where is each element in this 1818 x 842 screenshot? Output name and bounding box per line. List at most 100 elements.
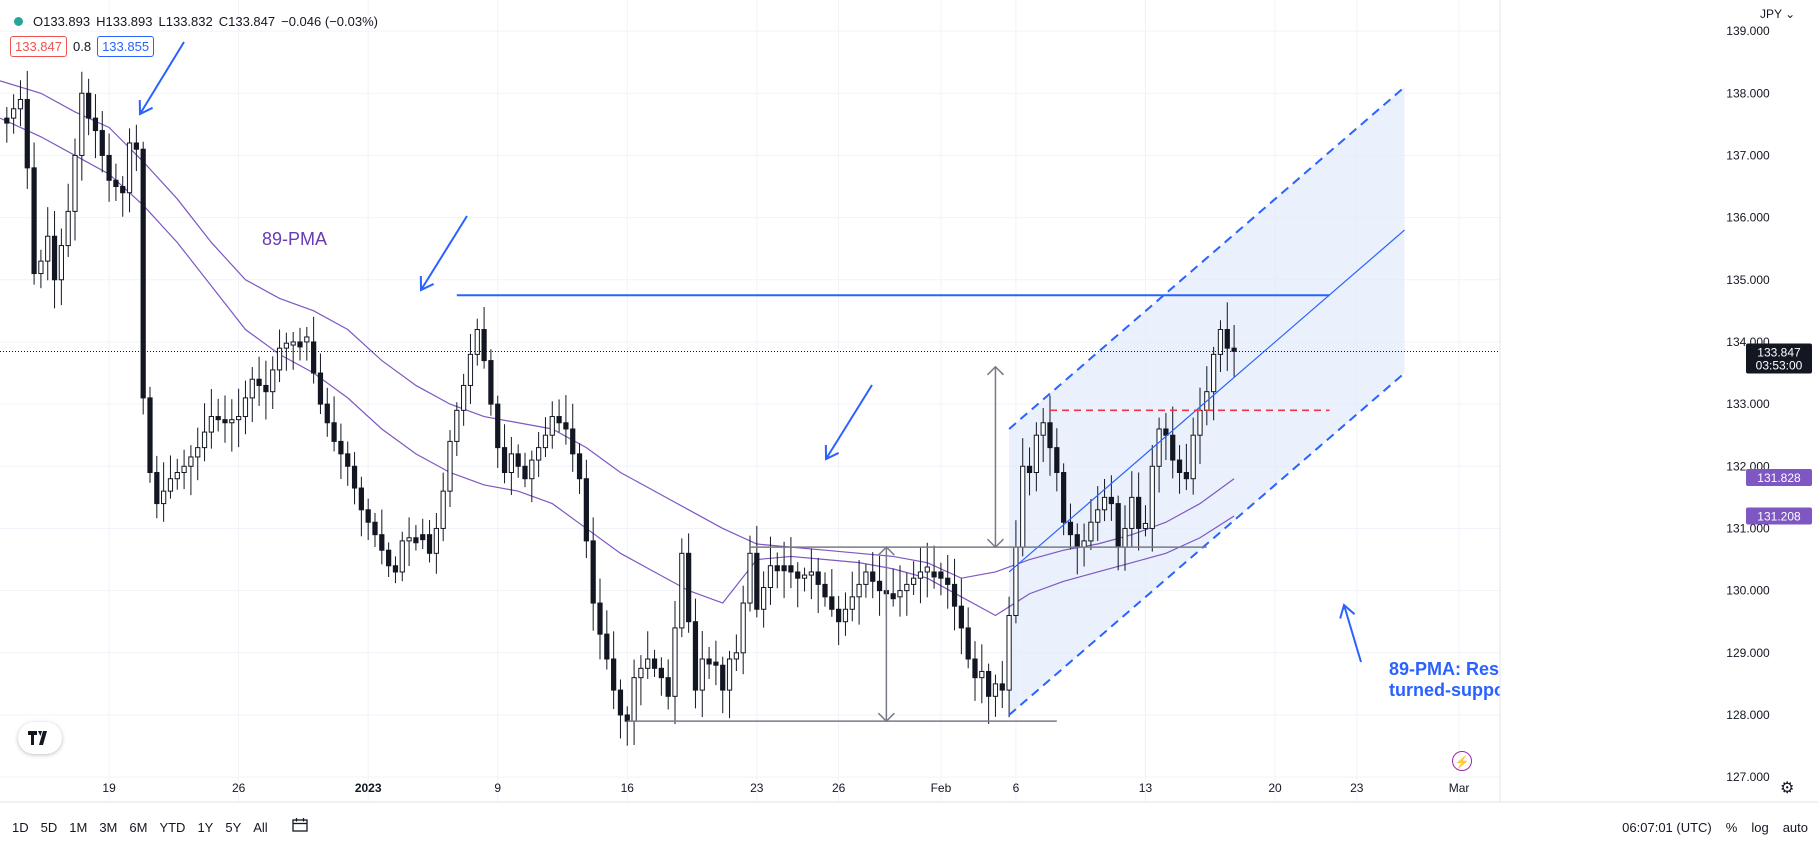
candle: [686, 533, 692, 633]
candle-body: [1115, 503, 1121, 548]
candle-body: [420, 534, 426, 541]
tradingview-logo-icon[interactable]: [18, 722, 62, 754]
candle-body: [986, 670, 992, 697]
spread-value: 0.8: [73, 39, 92, 54]
candle-body: [1033, 434, 1039, 473]
candle-body: [126, 142, 133, 194]
candle-body: [413, 537, 419, 544]
gear-icon[interactable]: ⚙: [1780, 780, 1795, 797]
candle-body: [1156, 428, 1162, 467]
lightning-icon[interactable]: ⚡: [1452, 751, 1472, 771]
candle-body: [699, 658, 705, 691]
candle: [536, 431, 542, 477]
annotation-arrow: [824, 384, 873, 461]
candle: [1040, 408, 1046, 463]
range-all-button[interactable]: All: [253, 819, 268, 835]
candle-body: [536, 447, 542, 461]
candle-body: [1231, 347, 1237, 352]
bottom-right-status: 06:07:01 (UTC) % log auto: [1622, 812, 1808, 842]
candle: [576, 443, 583, 494]
calendar-range-icon[interactable]: [292, 818, 308, 836]
utc-clock[interactable]: 06:07:01 (UTC): [1622, 819, 1712, 835]
candle: [604, 610, 610, 670]
candle-body: [65, 210, 71, 247]
arrow-shaft: [139, 41, 185, 115]
range-1y-button[interactable]: 1Y: [197, 819, 214, 835]
candle-body: [515, 453, 521, 467]
candle: [24, 70, 30, 189]
candle: [304, 326, 310, 361]
candle-body: [1006, 614, 1012, 691]
candle: [665, 659, 671, 710]
range-5d-button[interactable]: 5D: [40, 819, 58, 835]
candle-body: [481, 329, 487, 362]
candle: [392, 556, 399, 584]
candle: [72, 138, 78, 241]
candle: [154, 455, 160, 519]
candle-body: [1040, 422, 1046, 436]
candle: [1231, 324, 1237, 377]
price-label-text: 131.208: [1757, 510, 1801, 524]
candle-body: [733, 652, 739, 660]
candle: [331, 396, 337, 452]
range-1d-button[interactable]: 1D: [12, 819, 29, 835]
candle-body: [754, 552, 760, 610]
candle-body: [283, 342, 289, 349]
candle: [897, 565, 903, 617]
candle: [317, 353, 324, 415]
candle-body: [617, 689, 624, 716]
range-6m-button[interactable]: 6M: [129, 819, 148, 835]
candle-body: [924, 566, 930, 573]
range-5y-button[interactable]: 5Y: [225, 819, 242, 835]
candle: [658, 657, 664, 696]
candle-body: [781, 565, 787, 572]
log-scale-toggle[interactable]: log: [1751, 819, 1769, 835]
candle: [399, 531, 405, 582]
range-ytd-button[interactable]: YTD: [159, 819, 186, 835]
candle: [1047, 395, 1053, 476]
bid-button[interactable]: 133.847: [10, 36, 67, 57]
candle-body: [542, 434, 549, 449]
candle-body: [249, 378, 255, 399]
candle-body: [645, 658, 651, 669]
candle: [583, 459, 589, 559]
candle: [1217, 320, 1224, 372]
range-3m-button[interactable]: 3M: [99, 819, 118, 835]
candle-body: [842, 608, 849, 623]
candle-body: [726, 658, 733, 691]
candle-body: [870, 571, 876, 582]
ask-button[interactable]: 133.855: [97, 36, 155, 57]
candle-body: [706, 658, 712, 665]
candle-body: [372, 521, 378, 536]
candle: [1142, 505, 1149, 537]
candle-body: [1095, 509, 1101, 523]
candle-body: [1183, 471, 1189, 480]
candle: [215, 398, 221, 432]
candle-body: [440, 490, 446, 529]
candle-body: [849, 596, 855, 610]
candle: [699, 630, 705, 717]
candle-body: [72, 154, 78, 212]
candle: [563, 395, 569, 445]
candle-body: [495, 403, 501, 449]
percent-scale-toggle[interactable]: %: [1725, 819, 1738, 835]
price-tick-label: 128.000: [1726, 708, 1770, 722]
candle: [249, 367, 255, 423]
chevron-down-icon: ⌄: [1785, 7, 1796, 21]
candle-body: [836, 608, 842, 623]
candle-body: [263, 384, 269, 393]
candle-body: [174, 471, 180, 480]
candle-body: [1224, 329, 1230, 349]
price-tick-label: 127.000: [1726, 770, 1770, 784]
candle-body: [17, 98, 24, 110]
time-tick-label: Feb: [931, 781, 952, 795]
currency-selector[interactable]: JPY ⌄: [1760, 7, 1795, 21]
candle-body: [958, 605, 964, 629]
candle: [1026, 447, 1033, 496]
candle: [863, 564, 869, 598]
candle-body: [345, 453, 351, 467]
range-1m-button[interactable]: 1M: [69, 819, 88, 835]
auto-scale-toggle[interactable]: auto: [1782, 819, 1808, 835]
candle-body: [1108, 496, 1114, 505]
